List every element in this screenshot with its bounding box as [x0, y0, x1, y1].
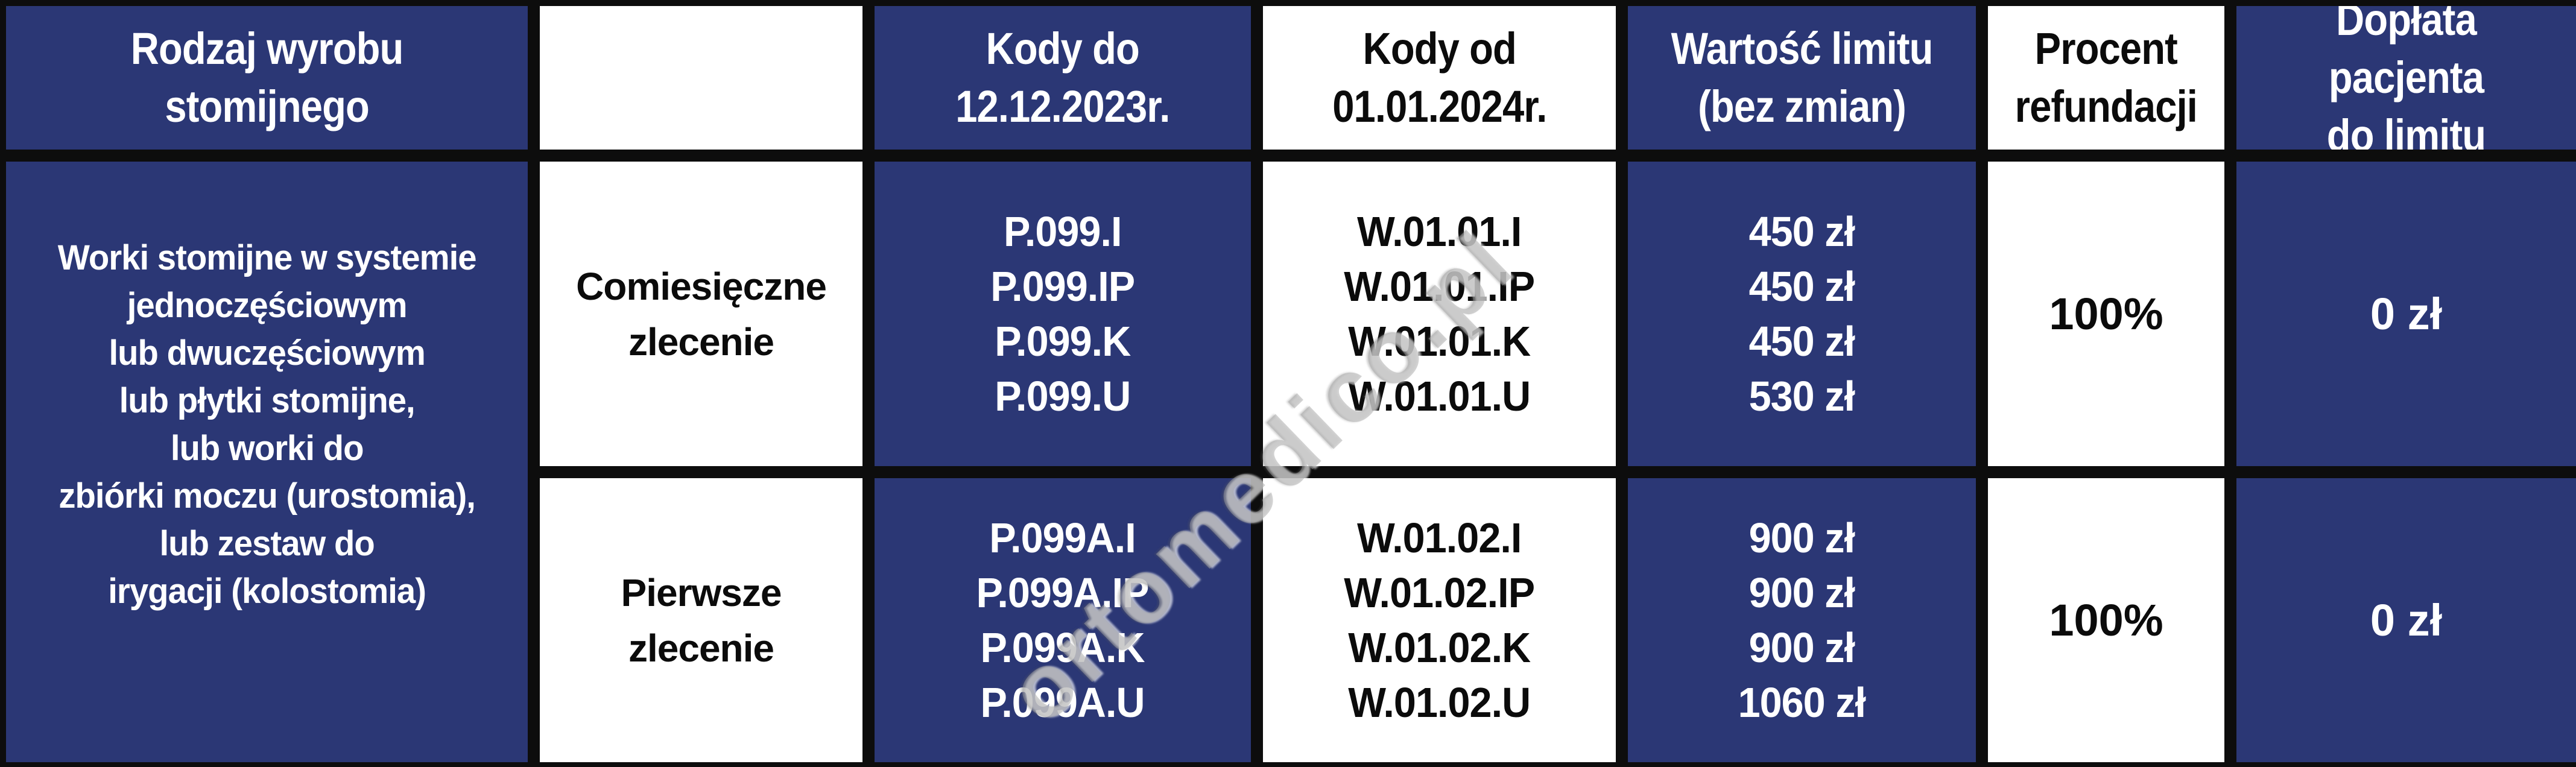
- row2-codes-until-cell: P.099A.I P.099A.IP P.099A.K P.099A.U: [875, 478, 1251, 762]
- row1-limit-value-cell: 450 zł 450 zł 450 zł 530 zł: [1628, 162, 1976, 466]
- row2-codes-from-text: W.01.02.I W.01.02.IP W.01.02.K W.01.02.U: [1344, 514, 1536, 726]
- row2-refund-percent-cell: 100%: [1988, 478, 2224, 762]
- row2-codes-until-text: P.099A.I P.099A.IP P.099A.K P.099A.U: [976, 514, 1150, 726]
- row1-order-type-cell: Comiesięczne zlecenie: [540, 162, 862, 466]
- row1-patient-copay-cell: 0 zł: [2236, 162, 2576, 466]
- header-codes-from-label: Kody od 01.01.2024r.: [1332, 24, 1547, 131]
- row1-codes-until-text: P.099.I P.099.IP P.099.K P.099.U: [990, 207, 1136, 420]
- header-refund-percent: Procent refundacji: [1988, 6, 2224, 150]
- row1-refund-percent-text: 100%: [2049, 288, 2163, 339]
- header-codes-until: Kody do 12.12.2023r.: [875, 6, 1251, 150]
- header-product-type-label: Rodzaj wyrobu stomijnego: [130, 24, 404, 131]
- row2-refund-percent-text: 100%: [2049, 595, 2163, 645]
- header-patient-copay-label: Dopłata pacjenta do limitu: [2326, 6, 2486, 150]
- row2-limit-value-cell: 900 zł 900 zł 900 zł 1060 zł: [1628, 478, 1976, 762]
- row2-codes-from-cell: W.01.02.I W.01.02.IP W.01.02.K W.01.02.U: [1263, 478, 1616, 762]
- header-patient-copay: Dopłata pacjenta do limitu: [2236, 6, 2576, 150]
- header-codes-from: Kody od 01.01.2024r.: [1263, 6, 1616, 150]
- row1-codes-until-cell: P.099.I P.099.IP P.099.K P.099.U: [875, 162, 1251, 466]
- header-codes-until-label: Kody do 12.12.2023r.: [955, 24, 1170, 131]
- row1-order-type-text: Comiesięczne zlecenie: [576, 264, 827, 364]
- row1-limit-value-text: 450 zł 450 zł 450 zł 530 zł: [1748, 207, 1855, 420]
- row2-order-type-text: Pierwsze zlecenie: [621, 570, 782, 670]
- row2-limit-value-text: 900 zł 900 zł 900 zł 1060 zł: [1738, 514, 1866, 726]
- row1-refund-percent-cell: 100%: [1988, 162, 2224, 466]
- row2-patient-copay-cell: 0 zł: [2236, 478, 2576, 762]
- header-refund-percent-label: Procent refundacji: [2014, 24, 2198, 131]
- row1-codes-from-cell: W.01.01.I W.01.01.IP W.01.01.K W.01.01.U: [1263, 162, 1616, 466]
- header-order-type-empty: [540, 6, 862, 150]
- product-description-text: Worki stomijne w systemie jednoczęściowy…: [57, 238, 477, 611]
- header-product-type: Rodzaj wyrobu stomijnego: [6, 6, 528, 150]
- product-description-cell: Worki stomijne w systemie jednoczęściowy…: [6, 162, 528, 762]
- header-limit-value-label: Wartość limitu (bez zmian): [1671, 24, 1934, 131]
- row2-order-type-cell: Pierwsze zlecenie: [540, 478, 862, 762]
- row2-patient-copay-text: 0 zł: [2370, 595, 2443, 645]
- row1-codes-from-text: W.01.01.I W.01.01.IP W.01.01.K W.01.01.U: [1344, 207, 1536, 420]
- header-limit-value: Wartość limitu (bez zmian): [1628, 6, 1976, 150]
- row1-patient-copay-text: 0 zł: [2370, 288, 2443, 339]
